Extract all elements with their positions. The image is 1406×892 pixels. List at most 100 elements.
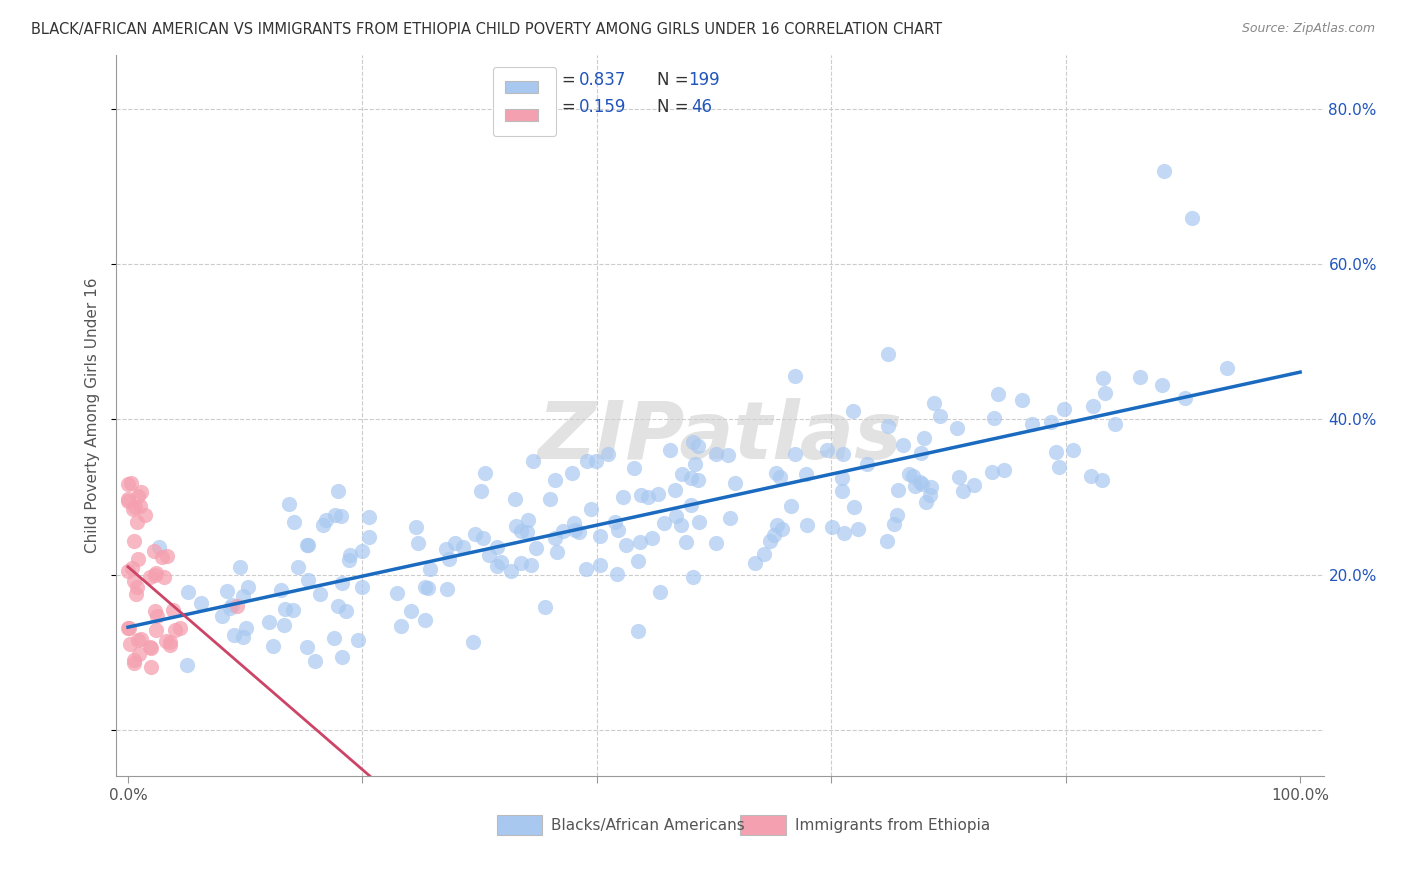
Point [1094, 386, 1116, 401]
Point [470, 483, 492, 498]
Point [278, 497, 301, 511]
Point [540, 491, 562, 506]
Point [309, 587, 332, 601]
Point [235, 621, 257, 635]
Point [232, 589, 254, 603]
Point [295, 640, 318, 654]
Point [516, 524, 538, 539]
Point [920, 488, 942, 502]
Point [122, 502, 145, 516]
Point [127, 552, 149, 566]
Point [585, 454, 607, 468]
Point [413, 581, 436, 595]
Point [769, 469, 792, 483]
Point [159, 634, 181, 648]
Bar [741, 815, 786, 835]
Point [287, 559, 309, 574]
Text: N =: N = [657, 98, 695, 116]
Text: Source: ZipAtlas.com: Source: ZipAtlas.com [1241, 22, 1375, 36]
Point [912, 432, 935, 446]
Point [616, 538, 638, 552]
Point [509, 556, 531, 570]
Point [544, 473, 567, 487]
Point [190, 596, 212, 610]
Point [1129, 370, 1152, 384]
Point [499, 564, 522, 578]
Point [1047, 460, 1070, 475]
Point [134, 508, 156, 522]
Point [887, 483, 910, 498]
Point [682, 435, 704, 450]
Point [221, 598, 243, 612]
Point [770, 522, 793, 536]
Point [780, 499, 803, 513]
Point [946, 420, 969, 434]
Point [120, 637, 142, 651]
Point [983, 410, 1005, 425]
Point [783, 446, 806, 460]
Point [218, 600, 240, 615]
Point [125, 587, 148, 601]
Point [510, 524, 533, 538]
Point [145, 566, 167, 580]
Point [127, 515, 149, 529]
Text: BLACK/AFRICAN AMERICAN VS IMMIGRANTS FROM ETHIOPIA CHILD POVERTY AMONG GIRLS UND: BLACK/AFRICAN AMERICAN VS IMMIGRANTS FRO… [31, 22, 942, 37]
Point [505, 519, 527, 533]
Point [339, 548, 361, 562]
Point [1104, 417, 1126, 432]
Point [551, 524, 574, 538]
Point [561, 466, 583, 480]
Point [665, 509, 688, 524]
Point [1045, 445, 1067, 459]
Point [304, 654, 326, 668]
Point [485, 559, 508, 574]
Point [669, 517, 692, 532]
Point [177, 585, 200, 599]
Point [575, 454, 598, 468]
Point [232, 630, 254, 644]
Point [122, 656, 145, 670]
Point [215, 584, 238, 599]
Point [436, 582, 458, 596]
Point [176, 657, 198, 672]
Point [842, 500, 865, 515]
Point [139, 641, 162, 656]
Point [141, 660, 163, 674]
Point [647, 487, 669, 501]
Point [439, 551, 461, 566]
Point [474, 466, 496, 480]
Text: N =: N = [657, 71, 695, 89]
Point [162, 603, 184, 617]
Point [533, 599, 555, 614]
Point [152, 569, 174, 583]
Point [704, 535, 727, 549]
Point [606, 523, 628, 537]
Point [1021, 417, 1043, 432]
Point [759, 534, 782, 549]
Point [143, 604, 166, 618]
Point [1053, 402, 1076, 417]
Point [903, 468, 925, 483]
Point [627, 624, 650, 639]
Point [323, 508, 346, 522]
Point [329, 508, 352, 523]
Point [270, 583, 292, 598]
Point [471, 531, 494, 545]
Point [883, 517, 905, 532]
Point [121, 561, 143, 575]
Point [910, 446, 932, 460]
Point [128, 647, 150, 661]
Point [664, 483, 686, 498]
Point [675, 534, 697, 549]
Point [359, 510, 381, 524]
Point [681, 498, 703, 512]
Point [683, 457, 706, 471]
Point [419, 562, 441, 576]
Point [603, 515, 626, 529]
Point [963, 477, 986, 491]
Point [952, 483, 974, 498]
Point [416, 582, 439, 596]
Point [139, 640, 162, 654]
Point [169, 621, 191, 635]
Point [579, 502, 602, 516]
